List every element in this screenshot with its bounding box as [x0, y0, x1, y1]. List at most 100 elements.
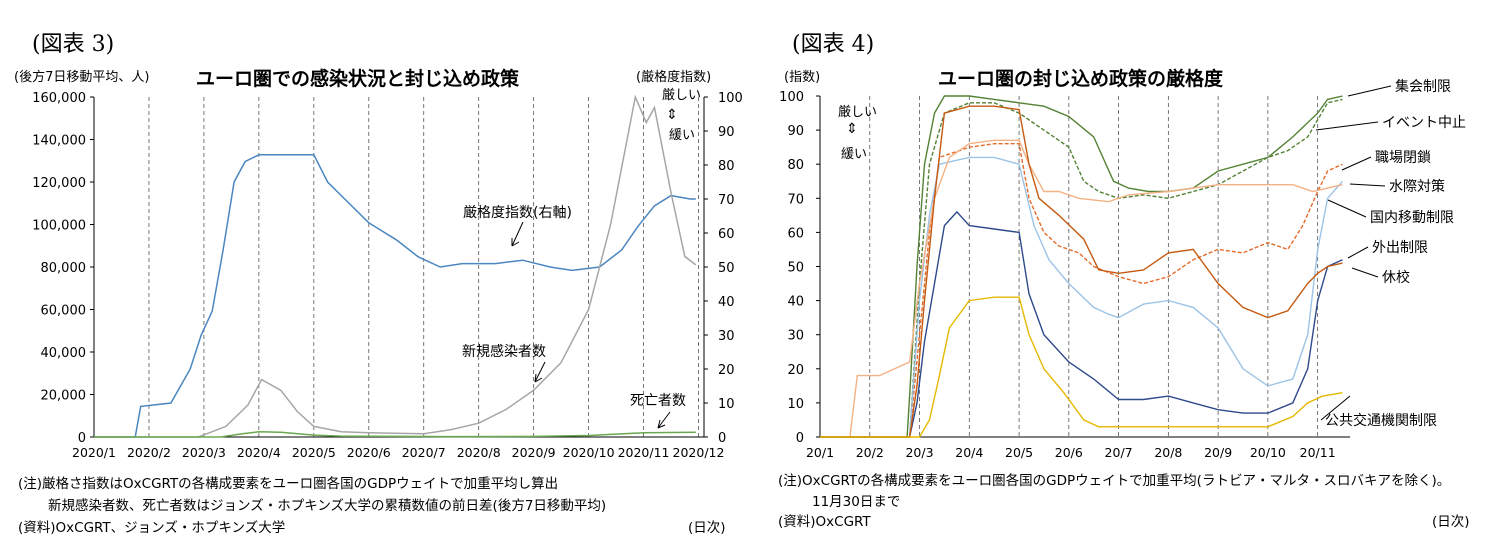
y-right-tick-label: 30 [718, 329, 735, 344]
note-right-1: (注)OxCGRTの各構成要素をユーロ圏各国のGDPウェイトで加重平均(ラトビア… [778, 473, 1451, 489]
annotation-arrow-stringency [511, 221, 524, 247]
loose-label-left: 緩い [669, 128, 696, 143]
x-tick-label: 2020/5 [292, 445, 336, 460]
legend-pointer-school-closure [1351, 267, 1379, 278]
chart-right: 0 10 20 30 40 50 60 70 80 90 100 20/1 20/2 20/3 20/4 20… [779, 78, 1466, 460]
legend-label-workplace-closure: 職場閉鎖 [1375, 150, 1431, 166]
y-tick-label: 40 [787, 295, 804, 310]
series-new-cases [94, 94, 697, 438]
y-tick-label: 60 [787, 226, 804, 241]
x-tick-label: 20/11 [1300, 445, 1336, 460]
legend-pointer-border-control [1349, 183, 1386, 187]
x-unit-left: (日次) [688, 520, 726, 536]
series-stringency-index [94, 154, 696, 438]
chart-title-right: ユーロ圏の封じ込め政策の厳格度 [938, 68, 1224, 90]
series-event-cancellation [820, 98, 1343, 438]
series-school-closure [820, 105, 1343, 438]
legend-pointer-event-cancellation [1315, 121, 1379, 131]
y-left-tick-label: 100,000 [32, 219, 86, 234]
annotation-arrow-deaths [657, 411, 671, 429]
y-tick-label: 90 [787, 124, 804, 139]
legend-label-school-closure: 休校 [1382, 269, 1410, 286]
y-right-tick-label: 80 [718, 159, 735, 174]
source-right: (資料)OxCGRT [778, 514, 871, 530]
y-tick-label: 100 [779, 90, 804, 105]
x-tick-label: 2020/6 [347, 445, 391, 460]
x-tick-label: 2020/9 [512, 445, 556, 460]
x-tick-label: 2020/11 [618, 445, 670, 460]
x-tick-label: 20/4 [955, 445, 983, 460]
y-right-tick-label: 60 [718, 227, 735, 242]
strict-label-right: 厳しい [838, 105, 878, 120]
note-right-2: 11月30日まで [812, 494, 901, 510]
y-right-tick-label: 20 [718, 363, 735, 378]
y-left-tick-label: 80,000 [41, 261, 87, 276]
y-tick-label: 50 [787, 261, 804, 276]
source-left: (資料)OxCGRT、ジョンズ・ホプキンズ大学 [18, 520, 286, 536]
legend-pointer-workplace-closure [1341, 156, 1372, 171]
x-tick-label: 2020/12 [673, 445, 725, 460]
x-tick-label: 2020/8 [457, 445, 501, 460]
series-stay-at-home [820, 210, 1343, 438]
legend-label-domestic-travel: 国内移動制限 [1370, 210, 1454, 226]
x-tick-label: 20/1 [806, 445, 834, 460]
note-left-2: 新規感染者数、死亡者数はジョンズ・ホプキンズ大学の累積数値の前日差(後方7日移動… [48, 498, 607, 514]
series-domestic-travel [820, 139, 1343, 438]
y-right-tick-label: 90 [718, 125, 735, 140]
chart-title-left: ユーロ圏での感染状況と封じ込め政策 [196, 68, 520, 90]
y-right-tick-label: 100 [718, 91, 743, 106]
series-label-cases: 新規感染者数 [462, 343, 546, 360]
legend-label-gathering-restrictions: 集会制限 [1395, 78, 1451, 95]
y-left-tick-label: 60,000 [41, 304, 87, 319]
y-left-unit-label: (後方7日移動平均、人) [14, 70, 150, 85]
strict-arrow-left: ⇕ [666, 107, 678, 123]
x-tick-label: 2020/1 [72, 445, 116, 460]
y-tick-label: 20 [787, 363, 804, 378]
y-right-tick-label: 10 [718, 397, 735, 412]
y-tick-label: 0 [796, 431, 804, 446]
x-tick-label: 20/10 [1250, 445, 1286, 460]
loose-label-right: 緩い [841, 147, 868, 162]
x-tick-label: 20/8 [1154, 445, 1182, 460]
y-left-tick-label: 40,000 [41, 346, 87, 361]
y-tick-label: 70 [787, 192, 804, 207]
y-tick-label: 80 [787, 158, 804, 173]
legend-label-border-control: 水際対策 [1389, 178, 1445, 195]
x-unit-right: (日次) [1432, 514, 1470, 530]
y-left-tick-label: 120,000 [32, 176, 86, 191]
strict-label-left: 厳しい [662, 88, 702, 103]
legend-label-public-transport: 公共交通機関制限 [1325, 412, 1437, 429]
figure-label-left: (図表 3) [32, 32, 115, 57]
x-tick-label: 2020/4 [237, 445, 281, 460]
y-left-tick-label: 160,000 [32, 91, 86, 106]
x-tick-label: 2020/10 [563, 445, 615, 460]
y-right-unit-label: (厳格度指数) [636, 70, 712, 85]
legend-label-stay-at-home: 外出制限 [1372, 240, 1428, 256]
y-tick-label: 10 [787, 397, 804, 412]
series-label-deaths: 死亡者数 [630, 393, 686, 409]
x-tick-label: 20/7 [1105, 445, 1133, 460]
series-deaths [94, 430, 696, 438]
y-unit-label-right: (指数) [784, 70, 821, 85]
series-public-transport [820, 296, 1343, 438]
x-tick-label: 2020/2 [127, 445, 171, 460]
x-tick-label: 2020/3 [182, 445, 226, 460]
legend-pointer-stay-at-home [1347, 246, 1369, 259]
legend-pointer-public-transport [1320, 395, 1351, 421]
legend-label-event-cancellation: イベント中止 [1382, 115, 1466, 131]
x-tick-label: 2020/7 [402, 445, 446, 460]
strict-arrow-right: ⇕ [846, 121, 858, 137]
y-left-tick-label: 20,000 [41, 389, 87, 404]
legend-pointer-gathering-restrictions [1347, 85, 1392, 97]
y-left-tick-label: 140,000 [32, 134, 86, 149]
y-left-tick-label: 0 [78, 431, 86, 446]
series-workplace-closure [820, 143, 1343, 438]
annotation-arrow-cases [534, 361, 546, 383]
legend-pointer-domestic-travel [1327, 199, 1367, 218]
y-tick-label: 30 [787, 329, 804, 344]
x-tick-label: 20/3 [905, 445, 933, 460]
series-label-stringency: 厳格度指数(右軸) [463, 205, 572, 221]
y-right-tick-label: 70 [718, 193, 735, 208]
y-right-tick-label: 0 [718, 431, 726, 446]
x-tick-label: 20/5 [1005, 445, 1033, 460]
